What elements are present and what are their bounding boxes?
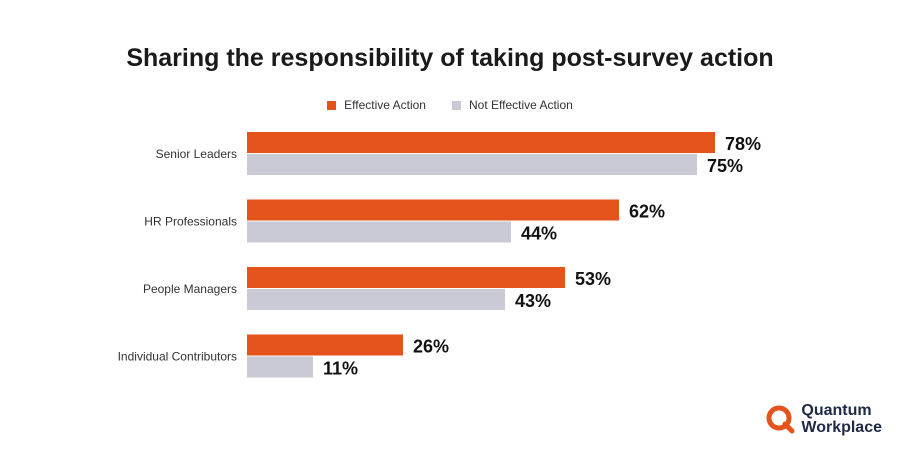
legend-swatch-not-effective bbox=[451, 100, 461, 110]
bar-not-effective-hr-professionals bbox=[247, 221, 511, 243]
data-label-effective-people-managers: 53% bbox=[575, 269, 611, 289]
data-label-effective-individual-contributors: 26% bbox=[413, 337, 449, 357]
category-label-senior-leaders: Senior Leaders bbox=[156, 147, 237, 161]
bar-effective-hr-professionals bbox=[247, 199, 619, 221]
bar-not-effective-senior-leaders bbox=[247, 154, 697, 175]
category-label-hr-professionals: HR Professionals bbox=[144, 215, 237, 229]
data-label-effective-hr-professionals: 62% bbox=[629, 202, 665, 222]
bar-effective-individual-contributors bbox=[247, 334, 403, 356]
legend-item-not-effective: Not Effective Action bbox=[451, 98, 573, 112]
data-label-not-effective-individual-contributors: 11% bbox=[323, 359, 358, 379]
legend-item-effective: Effective Action bbox=[327, 98, 426, 112]
chart-title: Sharing the responsibility of taking pos… bbox=[126, 44, 774, 72]
bar-effective-people-managers bbox=[247, 267, 565, 288]
bar-effective-senior-leaders bbox=[247, 132, 715, 153]
bar-not-effective-people-managers bbox=[247, 289, 505, 310]
data-label-not-effective-senior-leaders: 75% bbox=[707, 156, 743, 176]
category-label-people-managers: People Managers bbox=[143, 282, 237, 296]
logo-text-workplace: Workplace bbox=[801, 419, 882, 436]
category-label-individual-contributors: Individual Contributors bbox=[118, 350, 237, 364]
data-label-not-effective-people-managers: 43% bbox=[515, 291, 551, 311]
quantum-logo-icon bbox=[766, 405, 795, 434]
data-label-not-effective-hr-professionals: 44% bbox=[521, 224, 557, 244]
legend-label-effective: Effective Action bbox=[344, 98, 426, 112]
data-label-effective-senior-leaders: 78% bbox=[725, 134, 761, 154]
legend-swatch-effective bbox=[327, 100, 337, 110]
logo-text-quantum: Quantum bbox=[801, 402, 872, 419]
quantum-workplace-logo: Quantum Workplace bbox=[765, 402, 882, 436]
legend: Effective Action Not Effective Action bbox=[0, 98, 900, 112]
legend-label-not-effective: Not Effective Action bbox=[468, 98, 573, 112]
bar-not-effective-individual-contributors bbox=[247, 356, 313, 378]
